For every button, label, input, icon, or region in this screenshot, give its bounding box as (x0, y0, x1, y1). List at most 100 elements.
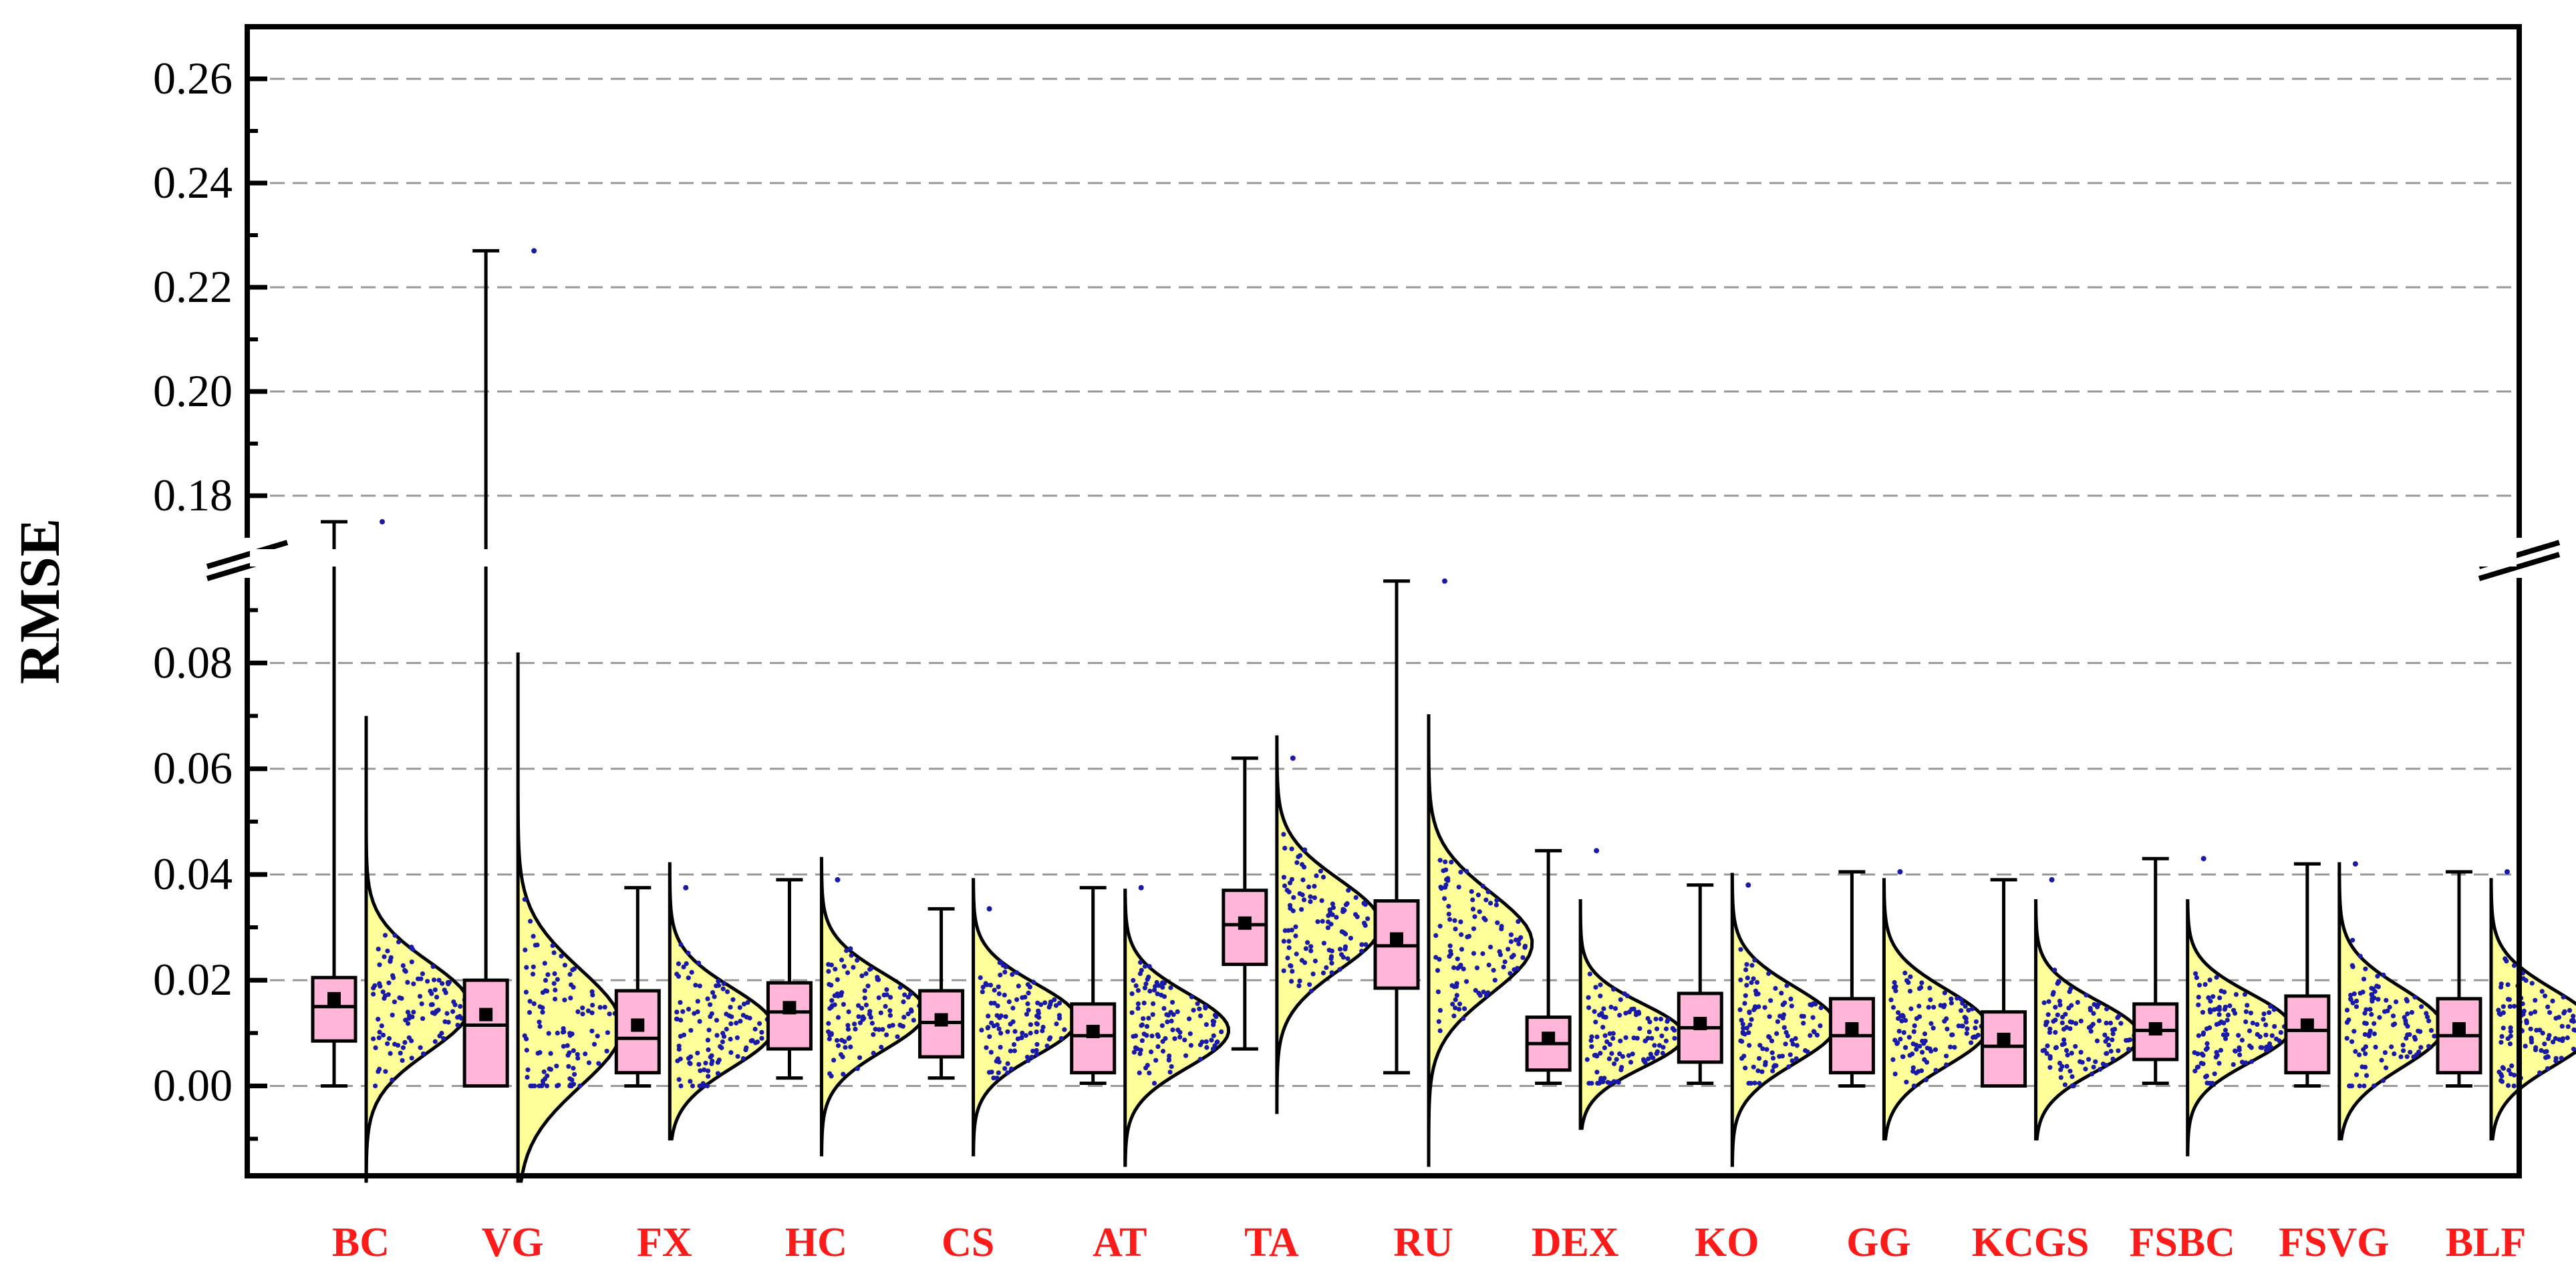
data-point (1054, 1021, 1059, 1027)
data-point (1942, 990, 1947, 995)
data-point (2499, 1079, 2505, 1084)
data-point (443, 990, 448, 995)
data-point (589, 1028, 595, 1033)
data-point (1302, 847, 1308, 852)
data-point (845, 970, 851, 975)
data-point (525, 1074, 530, 1080)
data-point (1620, 1054, 1626, 1060)
data-point (1814, 1032, 1820, 1038)
data-point (2348, 993, 2353, 998)
category-label: FSBC (2129, 1220, 2235, 1265)
data-point (2196, 995, 2201, 1000)
data-point (1888, 997, 1894, 1003)
data-point (1456, 885, 1461, 890)
data-point (2416, 1028, 2421, 1033)
data-point (417, 993, 423, 999)
density-cloud (668, 862, 775, 1141)
data-point (1647, 1029, 1652, 1035)
data-point (377, 962, 382, 967)
data-point (446, 979, 452, 985)
data-point (876, 1027, 881, 1032)
data-point (405, 979, 410, 985)
data-point (856, 1014, 861, 1019)
data-point (720, 1039, 725, 1045)
data-point (995, 1003, 1000, 1009)
data-point (1168, 985, 1173, 991)
data-point (1145, 1063, 1150, 1068)
data-point (863, 971, 869, 976)
data-point (2419, 1004, 2424, 1009)
data-point (875, 975, 880, 980)
data-point (2539, 1048, 2544, 1053)
data-point (706, 1074, 711, 1079)
data-point (1303, 946, 1308, 951)
data-point (712, 994, 717, 999)
data-point (686, 951, 691, 956)
data-point (743, 1047, 748, 1052)
data-point (2058, 1075, 2063, 1080)
data-point (1056, 1013, 1062, 1018)
data-point (2361, 977, 2367, 982)
data-point (2428, 1027, 2434, 1033)
mean-marker (2148, 1022, 2162, 1036)
data-point (1963, 1003, 1968, 1009)
data-point (1914, 1047, 1919, 1052)
data-point (1155, 1044, 1161, 1050)
data-point (1738, 947, 1743, 952)
data-point (2223, 1036, 2229, 1042)
data-point (1811, 1029, 1816, 1034)
data-point (1437, 957, 1442, 962)
data-point (2203, 1047, 2208, 1052)
data-point (2404, 1035, 2409, 1041)
data-point (740, 1013, 746, 1018)
data-point (724, 1026, 729, 1032)
data-point (1211, 1022, 1216, 1027)
data-point (721, 981, 726, 986)
data-point (1476, 991, 1481, 996)
data-point (2498, 981, 2504, 987)
data-point (2559, 1056, 2564, 1061)
data-point (2078, 1050, 2084, 1055)
data-point (379, 1023, 384, 1029)
data-point (1663, 1038, 1669, 1044)
data-point (2508, 1029, 2513, 1034)
data-point (753, 1040, 758, 1046)
data-point (1649, 1055, 1655, 1060)
data-point (1589, 1044, 1594, 1050)
data-point (2118, 1021, 2124, 1026)
data-point (1908, 1006, 1914, 1011)
data-point (715, 1071, 720, 1076)
data-point (1046, 1036, 1052, 1042)
data-point (562, 963, 568, 968)
data-point (590, 992, 595, 997)
data-point (1623, 1011, 1628, 1016)
data-point-max (1745, 882, 1751, 888)
data-point (835, 977, 840, 982)
data-point (585, 1008, 591, 1013)
data-point (2368, 1007, 2373, 1012)
data-point (843, 1045, 848, 1050)
data-point (1163, 1035, 1168, 1042)
data-point (569, 982, 574, 987)
data-point (1152, 987, 1157, 993)
data-point (1604, 1039, 1610, 1044)
data-point (2273, 1036, 2279, 1042)
data-point (835, 1043, 841, 1048)
data-point (544, 1083, 550, 1089)
data-point (757, 1021, 762, 1026)
data-point (1969, 1006, 1975, 1011)
data-point (988, 983, 994, 988)
data-point (1453, 1005, 1458, 1011)
data-point (382, 954, 387, 959)
data-point (1026, 1058, 1031, 1064)
data-point (1738, 1038, 1743, 1044)
data-point (1437, 1028, 1443, 1033)
data-point (2403, 1018, 2408, 1023)
data-point (1293, 933, 1298, 939)
data-point (1766, 1034, 1771, 1040)
data-point (416, 976, 421, 981)
data-point-max (1290, 755, 1296, 761)
data-point (719, 1045, 724, 1051)
data-point (1928, 1021, 1934, 1026)
data-point (561, 1029, 567, 1034)
